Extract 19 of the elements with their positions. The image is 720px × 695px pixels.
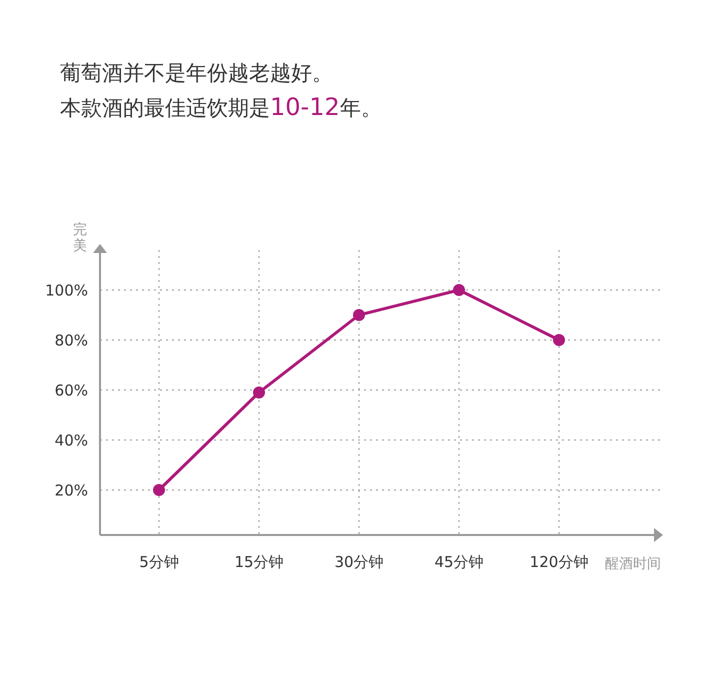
y-tick-label: 40% (54, 431, 88, 450)
x-tick-label: 120分钟 (530, 553, 588, 571)
y-tick-label: 20% (54, 481, 88, 500)
x-tick-label: 45分钟 (434, 553, 484, 571)
x-tick-label: 30分钟 (334, 553, 384, 571)
x-tick-label: 15分钟 (234, 553, 284, 571)
y-tick-label: 60% (54, 381, 88, 400)
point (253, 386, 265, 398)
y-tick-label: 100% (45, 281, 88, 300)
y-tick-label: 80% (54, 331, 88, 350)
chart-title: 葡萄酒并不是年份越老越好。 (60, 61, 333, 85)
y-axis-title: 完美 (73, 222, 87, 254)
point (353, 309, 365, 321)
point (153, 484, 165, 496)
chart-subtitle: 本款酒的最佳适饮期是10-12年。 (60, 93, 382, 121)
point (553, 334, 565, 346)
x-axis-title: 醒酒时间 (605, 556, 661, 572)
point (453, 284, 465, 296)
x-tick-label: 5分钟 (139, 553, 179, 571)
